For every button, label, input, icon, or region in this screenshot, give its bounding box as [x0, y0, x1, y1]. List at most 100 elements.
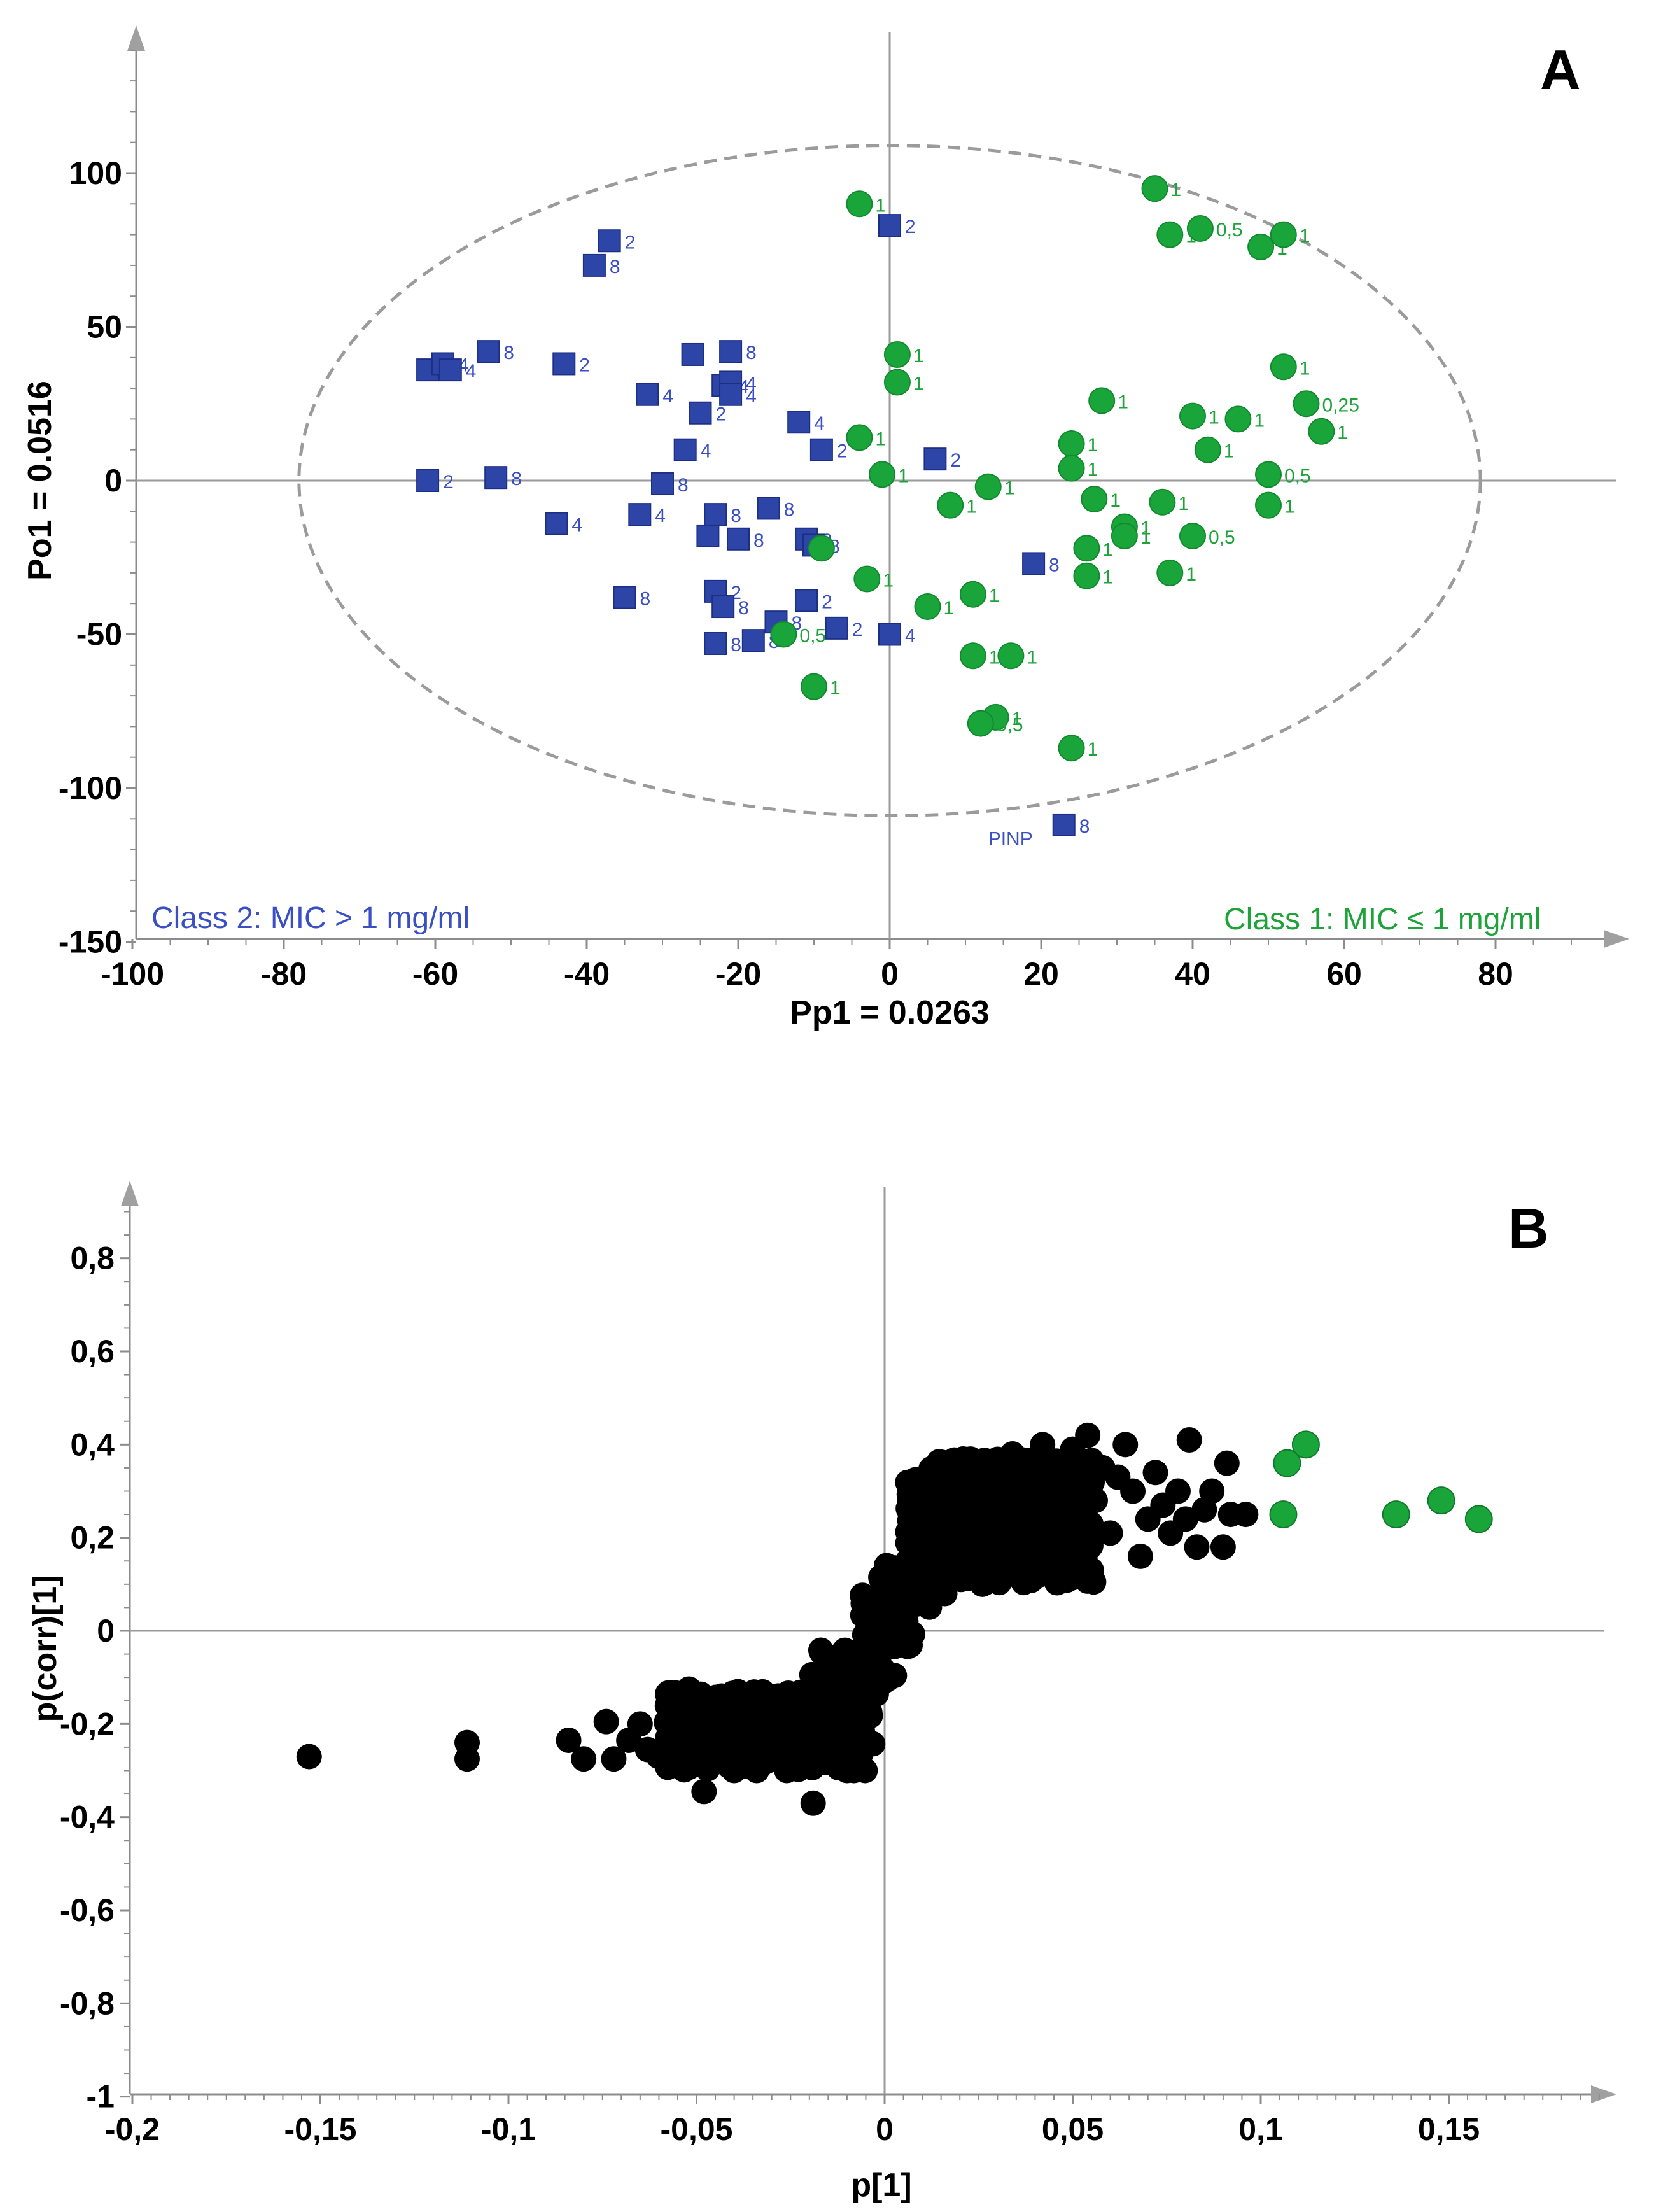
panel-b-y-tick-label: 0,4: [70, 1427, 115, 1462]
panel-b-y-axis-title: p(corr)[1]: [27, 1575, 64, 1722]
class2-square-point: [727, 527, 750, 551]
variable-point: [676, 1754, 702, 1780]
highlighted-variable-point: [1464, 1505, 1493, 1533]
panel-a-x-tick-label: -60: [412, 956, 458, 992]
panel-b-x-tick-label: 0,15: [1418, 2111, 1480, 2147]
variable-point: [977, 1464, 1003, 1490]
variable-point: [1097, 1520, 1123, 1546]
variable-point: [683, 1729, 710, 1756]
variable-point: [862, 1658, 888, 1684]
variable-point: [766, 1687, 792, 1714]
class1-point-label: 1: [830, 678, 841, 699]
variable-point: [1199, 1478, 1225, 1504]
class2-square-point: [545, 512, 568, 535]
class1-point-label: 1: [1027, 647, 1037, 668]
class1-point-label: 1: [1300, 226, 1310, 247]
panel-a-class1-label: Class 1: MIC ≤ 1 mg/ml: [1224, 903, 1541, 936]
variable-point: [932, 1581, 958, 1607]
panel-b-x-axis-title: p[1]: [851, 2167, 911, 2204]
variable-point: [1142, 1460, 1168, 1486]
class2-square-point: [484, 466, 508, 490]
variable-point: [1022, 1474, 1048, 1500]
variable-point: [759, 1711, 785, 1737]
variable-point: [1120, 1478, 1146, 1504]
class2-square-point: [613, 586, 636, 609]
class2-point-label: 8: [610, 257, 620, 278]
panel-b-x-tick-label: -0,15: [284, 2111, 357, 2147]
class1-circle-point: [1141, 175, 1168, 202]
class1-point-label: 1: [875, 428, 886, 449]
class2-point-label: 2: [852, 619, 863, 640]
panel-a-y-tick-label: -100: [59, 770, 122, 806]
class1-circle-point: [1058, 430, 1085, 458]
class2-square-point: [628, 503, 652, 526]
class2-point-label: 4: [466, 361, 477, 382]
class2-square-point: [477, 340, 500, 363]
class1-point-label: 1: [1254, 410, 1265, 431]
panel-a-y-tick-label: 100: [69, 155, 122, 191]
class1-point-label: 1: [1110, 490, 1121, 511]
class1-point-label: 1: [1102, 567, 1113, 588]
class1-circle-point: [869, 461, 896, 488]
panel-a-ticks: -100 -80 -60 -40 -20 0 20 40 60 80-150-100-500501…: [59, 49, 1572, 992]
panel-b: -0,2 -0,15 -0,1 -0,05 0 0,05 0,1 0,15 -1 -0,8 -0,6…: [27, 1181, 1616, 2204]
variable-point: [796, 1748, 822, 1774]
class2-square-point: [438, 358, 462, 382]
class1-point-label: 1: [1102, 539, 1113, 560]
class1-circle-point: [1179, 402, 1206, 430]
panel-a-y-tick-label: 50: [87, 309, 122, 345]
variable-point: [1165, 1478, 1191, 1504]
panel-b-x-tick-label: 0,05: [1042, 2111, 1104, 2147]
panel-b-y-tick-label: 0,8: [70, 1241, 115, 1276]
variable-point: [676, 1676, 702, 1702]
class1-circle-point: [846, 190, 873, 218]
class2-point-label: 2: [905, 216, 916, 237]
class2-square-point: [787, 411, 811, 434]
annotation-pinp: PINP: [988, 828, 1033, 849]
variable-point: [1030, 1432, 1056, 1458]
class1-circle-point: [846, 424, 873, 451]
variable-point: [711, 1691, 738, 1717]
variable-point: [879, 1595, 905, 1621]
variable-point: [1082, 1488, 1108, 1514]
class1-circle-point: [1194, 436, 1221, 463]
class2-point-label: 2: [579, 355, 590, 376]
class2-point-label: 4: [746, 373, 757, 394]
class1-point-label: 1: [1012, 708, 1023, 729]
variable-point: [1184, 1534, 1210, 1560]
class2-point-label: 8: [731, 505, 741, 526]
class1-point-label: 1: [1209, 407, 1219, 428]
variable-point: [809, 1639, 835, 1665]
variable-point: [1112, 1432, 1139, 1458]
class1-point-label: 0,5: [1284, 465, 1311, 486]
panel-a-x-tick-label: -20: [715, 956, 761, 992]
class2-point-label: 8: [746, 342, 757, 363]
class2-square-point: [704, 631, 727, 655]
variable-point: [955, 1516, 981, 1542]
panel-b-y-tick-label: -0,2: [60, 1706, 115, 1742]
class1-point-label: 1: [1118, 391, 1128, 412]
class2-square-point: [651, 472, 674, 495]
class1-point-label: 1: [913, 373, 924, 394]
class2-point-label: 2: [625, 232, 636, 253]
panel-a: -100 -80 -60 -40 -20 0 20 40 60 80-150-100-500501…: [22, 25, 1629, 1031]
class1-circle-point: [808, 535, 835, 562]
variable-point: [819, 1734, 845, 1760]
variable-point: [1176, 1427, 1202, 1453]
variable-point: [781, 1727, 808, 1753]
class2-square-point: [689, 401, 712, 425]
panel-a-x-tick-label: 80: [1478, 956, 1513, 992]
class2-point-label: 2: [822, 591, 832, 612]
class2-square-point: [1022, 552, 1046, 575]
variable-point: [1007, 1553, 1033, 1579]
variable-point: [1214, 1450, 1240, 1476]
variable-point: [1210, 1534, 1236, 1560]
panel-b-x-arrow: [1591, 2085, 1616, 2103]
class1-circle-point: [937, 491, 964, 519]
class2-square-point: [878, 623, 901, 646]
class2-square-point: [711, 595, 735, 619]
panel-b-x-tick-label: -0,1: [481, 2111, 536, 2147]
class2-point-label: 8: [738, 598, 749, 619]
variable-point: [811, 1679, 838, 1705]
class1-point-label: 0,5: [1209, 527, 1235, 548]
